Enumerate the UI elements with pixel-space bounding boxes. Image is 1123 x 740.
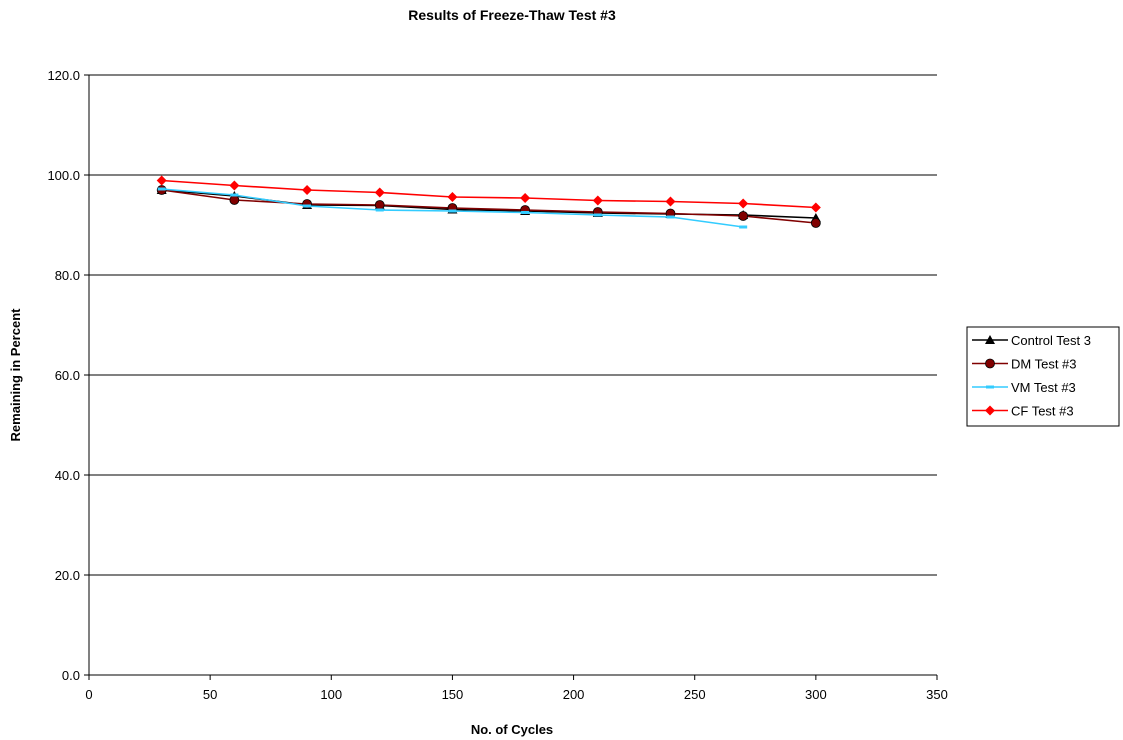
data-point bbox=[374, 187, 385, 198]
data-point bbox=[738, 211, 749, 221]
series-cf-test-3 bbox=[156, 175, 821, 213]
legend-item: CF Test #3 bbox=[972, 404, 1074, 419]
x-tick-label: 350 bbox=[926, 687, 948, 702]
legend-item: DM Test #3 bbox=[972, 357, 1077, 372]
x-tick-label: 200 bbox=[563, 687, 585, 702]
x-tick-label: 150 bbox=[442, 687, 464, 702]
data-point bbox=[592, 195, 603, 206]
legend-label: VM Test #3 bbox=[1011, 380, 1076, 395]
data-point bbox=[302, 185, 313, 195]
y-tick-label: 0.0 bbox=[62, 668, 80, 683]
chart-title: Results of Freeze-Thaw Test #3 bbox=[408, 7, 616, 23]
x-tick-label: 50 bbox=[203, 687, 217, 702]
gridlines bbox=[89, 74, 937, 576]
data-point bbox=[448, 209, 457, 213]
data-point bbox=[810, 202, 821, 213]
data-point bbox=[157, 187, 166, 191]
data-point bbox=[447, 192, 458, 202]
data-point bbox=[810, 218, 821, 228]
data-point bbox=[229, 180, 240, 191]
data-point bbox=[303, 204, 312, 208]
y-tick-labels: 0.0 20.0 40.0 60.0 80.0 100.0 120.0 bbox=[47, 68, 89, 683]
data-point bbox=[665, 196, 676, 207]
data-point bbox=[230, 193, 239, 197]
series-vm-test-3 bbox=[157, 187, 748, 229]
y-tick-label: 100.0 bbox=[47, 168, 80, 183]
data-point bbox=[521, 211, 530, 214]
data-point bbox=[229, 195, 240, 205]
y-axis-label: Remaining in Percent bbox=[8, 308, 23, 442]
x-tick-label: 250 bbox=[684, 687, 706, 702]
x-tick-labels: 0 50 100 150 200 250 300 350 bbox=[85, 675, 948, 702]
y-tick-label: 40.0 bbox=[55, 468, 80, 483]
series-line bbox=[161, 179, 816, 209]
data-point bbox=[374, 200, 385, 210]
legend-label: DM Test #3 bbox=[1011, 357, 1077, 372]
data-point bbox=[520, 193, 531, 203]
x-tick-label: 100 bbox=[320, 687, 342, 702]
legend-marker bbox=[985, 335, 995, 344]
legend-item: Control Test 3 bbox=[972, 333, 1091, 348]
series-line bbox=[161, 189, 816, 219]
data-point bbox=[375, 208, 384, 212]
legend-marker bbox=[985, 358, 995, 369]
x-tick-label: 300 bbox=[805, 687, 827, 702]
legend-item: VM Test #3 bbox=[972, 380, 1076, 395]
legend-marker bbox=[986, 385, 994, 389]
y-tick-label: 120.0 bbox=[47, 68, 80, 83]
series-layer bbox=[156, 175, 821, 229]
y-tick-label: 60.0 bbox=[55, 368, 80, 383]
legend-label: CF Test #3 bbox=[1011, 404, 1074, 419]
x-tick-label: 0 bbox=[85, 687, 92, 702]
data-point bbox=[593, 213, 602, 217]
x-axis-label: No. of Cycles bbox=[471, 722, 553, 737]
legend-marker bbox=[985, 405, 995, 416]
data-point bbox=[666, 215, 675, 219]
y-tick-label: 80.0 bbox=[55, 268, 80, 283]
legend: Control Test 3 DM Test #3 VM Test #3 CF Tes… bbox=[966, 326, 1120, 427]
series-dm-test-3 bbox=[156, 185, 821, 228]
data-point bbox=[156, 175, 167, 186]
series-line bbox=[161, 189, 816, 224]
y-tick-label: 20.0 bbox=[55, 568, 80, 583]
legend-label: Control Test 3 bbox=[1011, 333, 1091, 348]
data-point bbox=[739, 225, 748, 229]
data-point bbox=[738, 198, 749, 209]
